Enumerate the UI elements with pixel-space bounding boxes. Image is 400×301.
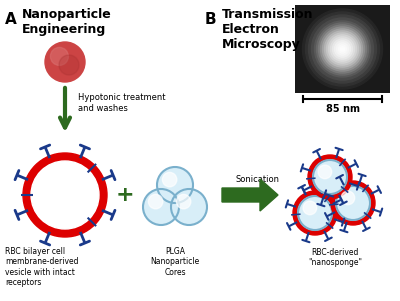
Text: Hypotonic treatment
and washes: Hypotonic treatment and washes [78, 93, 166, 113]
Circle shape [303, 201, 317, 215]
Circle shape [336, 186, 370, 220]
Text: +: + [116, 185, 134, 205]
Circle shape [162, 172, 177, 187]
Text: B: B [205, 12, 217, 27]
Circle shape [314, 21, 370, 77]
Circle shape [23, 153, 107, 237]
Circle shape [332, 39, 352, 59]
Circle shape [336, 43, 348, 55]
Circle shape [341, 191, 355, 205]
Circle shape [59, 55, 79, 75]
Circle shape [303, 201, 317, 215]
Bar [295, 5, 390, 93]
Circle shape [298, 196, 332, 230]
Circle shape [336, 186, 370, 220]
Circle shape [328, 35, 356, 63]
Circle shape [148, 194, 163, 209]
Circle shape [45, 42, 85, 82]
Circle shape [324, 31, 360, 67]
Circle shape [318, 165, 332, 179]
Circle shape [157, 167, 193, 203]
Circle shape [308, 15, 376, 83]
Circle shape [143, 189, 179, 225]
Circle shape [340, 47, 344, 51]
Circle shape [322, 29, 362, 69]
Circle shape [318, 165, 332, 179]
Circle shape [330, 37, 354, 61]
Circle shape [331, 181, 375, 225]
Circle shape [313, 160, 347, 194]
Text: 85 nm: 85 nm [326, 104, 360, 114]
Text: Transmission
Electron
Microscopy: Transmission Electron Microscopy [222, 8, 314, 51]
Circle shape [306, 12, 380, 86]
Circle shape [318, 25, 366, 73]
Circle shape [300, 7, 384, 91]
Circle shape [313, 160, 347, 194]
Text: Nanoparticle
Engineering: Nanoparticle Engineering [22, 8, 112, 36]
Circle shape [316, 23, 368, 75]
Circle shape [338, 45, 346, 53]
Circle shape [171, 189, 207, 225]
Polygon shape [222, 179, 278, 211]
Text: A: A [5, 12, 17, 27]
Text: Sonication: Sonication [235, 175, 279, 184]
Circle shape [326, 33, 358, 65]
Text: RBC bilayer cell
membrane-derived
vesicle with intact
receptors: RBC bilayer cell membrane-derived vesicl… [5, 247, 78, 287]
Circle shape [341, 191, 355, 205]
Circle shape [31, 161, 99, 229]
Circle shape [312, 18, 374, 80]
Text: RBC-derived
"nanosponge": RBC-derived "nanosponge" [308, 248, 362, 267]
Circle shape [308, 155, 352, 199]
Circle shape [50, 47, 68, 65]
Circle shape [176, 194, 191, 209]
Text: PLGA
Nanoparticle
Cores: PLGA Nanoparticle Cores [150, 247, 200, 277]
Circle shape [320, 27, 364, 71]
Circle shape [293, 191, 337, 235]
Circle shape [302, 9, 382, 89]
Circle shape [298, 196, 332, 230]
Circle shape [334, 41, 350, 57]
